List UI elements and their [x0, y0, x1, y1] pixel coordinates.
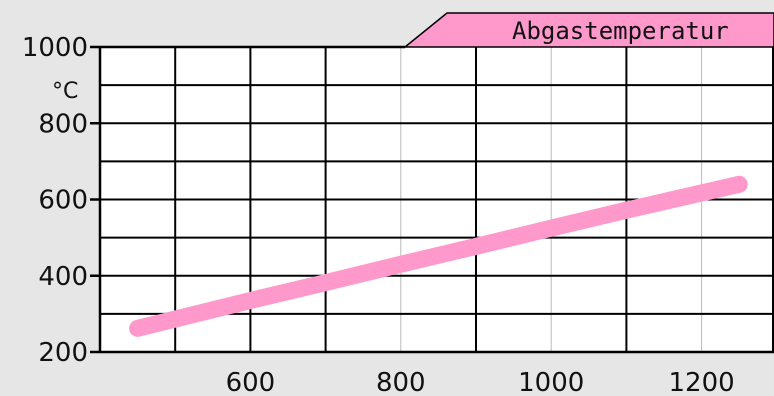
- x-tick-label: 1000: [518, 368, 584, 396]
- axes: [90, 45, 774, 354]
- x-tick-label: 1200: [669, 368, 735, 396]
- y-tick-label: 1000: [22, 33, 88, 63]
- title-tab-shape: [402, 12, 774, 48]
- series-lines: [129, 175, 748, 337]
- y-tick-label: 200: [38, 338, 88, 368]
- tick-labels: 200 400 600 800 1000 600 800 1000 1200: [22, 33, 735, 396]
- x-tick-label: 600: [226, 368, 276, 396]
- chart-title: Abgastemperatur: [512, 17, 729, 45]
- series-line: [129, 175, 748, 337]
- title-tab: Abgastemperatur: [402, 12, 774, 48]
- y-axis-unit-label: °C: [52, 79, 78, 104]
- y-tick-label: 800: [38, 109, 88, 139]
- x-tick-label: 800: [376, 368, 426, 396]
- y-tick-label: 600: [38, 186, 88, 216]
- y-tick-label: 400: [38, 262, 88, 292]
